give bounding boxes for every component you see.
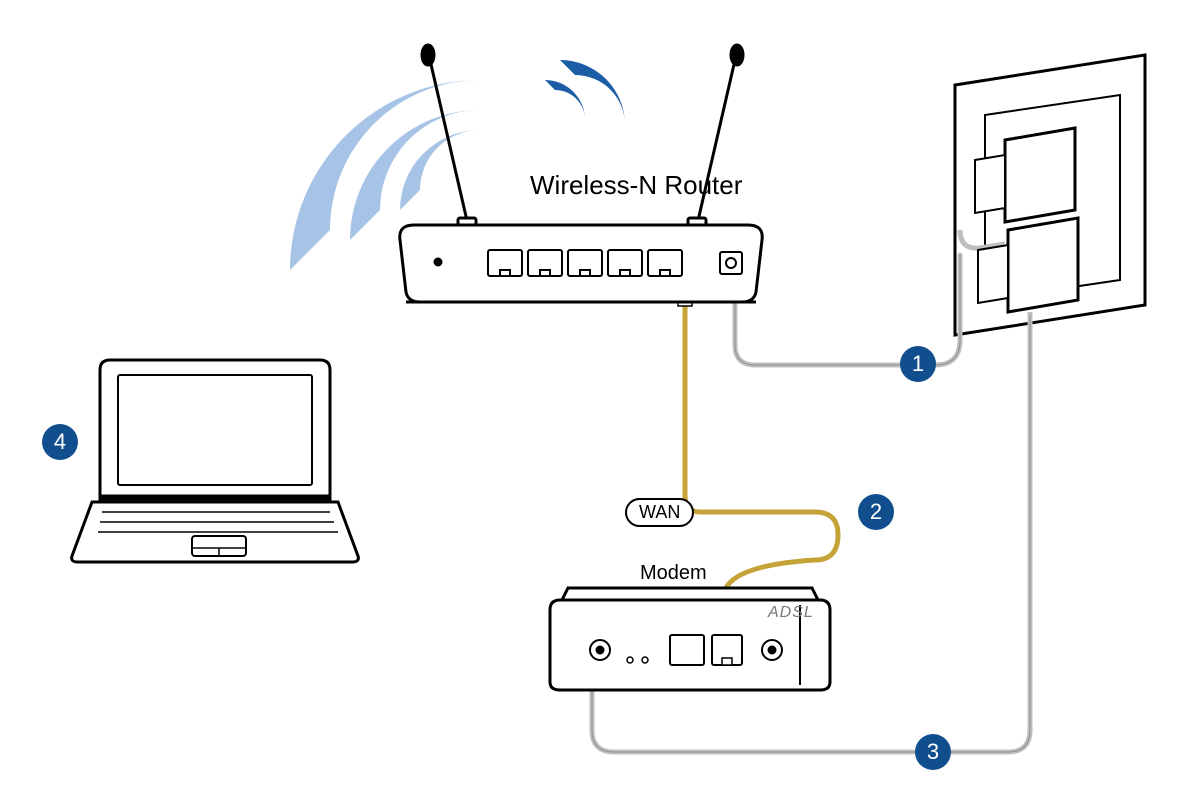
- wan-pill-label: WAN: [625, 498, 694, 527]
- diagram-canvas: Wireless-N Router Modem ADSL WAN 1 2 3 4: [0, 0, 1200, 800]
- router-label: Wireless-N Router: [530, 170, 742, 201]
- step-badge-1: 1: [900, 346, 936, 382]
- modem-label: Modem: [640, 562, 707, 585]
- laptop-device: [72, 360, 359, 562]
- step-badge-2-text: 2: [870, 499, 882, 525]
- diagram-svg: [0, 0, 1200, 800]
- step-badge-3-text: 3: [927, 739, 939, 765]
- step-badge-4: 4: [42, 424, 78, 460]
- step-badge-3: 3: [915, 734, 951, 770]
- modem-adsl-label: ADSL: [768, 604, 814, 622]
- wall-outlet: [955, 55, 1145, 335]
- step-badge-4-text: 4: [54, 429, 66, 455]
- step-badge-1-text: 1: [912, 351, 924, 377]
- step-badge-2: 2: [858, 494, 894, 530]
